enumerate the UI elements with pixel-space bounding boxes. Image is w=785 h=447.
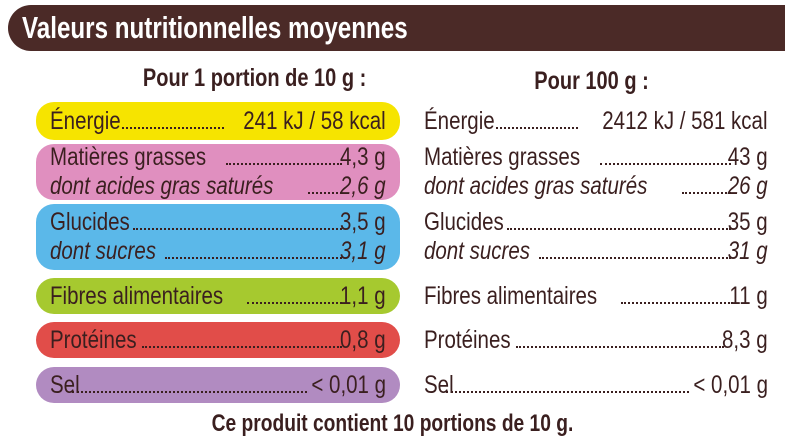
dot-leader [72, 390, 307, 393]
dot-leader [247, 301, 343, 304]
main-line: Fibres alimentaires 11 g [424, 282, 768, 311]
per100-row-energie: Énergie 2412 kJ / 581 kcal [410, 102, 782, 140]
sub-line: dont acides gras saturés 26 g [424, 172, 768, 201]
dot-leader [539, 257, 732, 259]
main-line: Énergie 2412 kJ / 581 kcal [424, 107, 768, 136]
main-line: Matières grasses 4,3 g [50, 143, 386, 172]
nutrient-value: 26 g [728, 172, 768, 200]
main-line: Glucides 3,5 g [50, 208, 386, 237]
nutrient-value: 241 kJ / 58 kcal [243, 106, 386, 135]
nutrient-label: Fibres alimentaires [50, 281, 224, 310]
per100-row-glucides: Glucides 35 g dont sucres 31 g [410, 204, 782, 270]
footer-note: Ce produit contient 10 portions de 10 g. [211, 410, 574, 437]
nutrient-label: Sel [50, 370, 80, 399]
nutrient-label: Glucides [50, 208, 130, 236]
portion-row-graisses: Matières grasses 4,3 g dont acides gras sa… [36, 143, 400, 201]
nutrient-value: 2412 kJ / 581 kcal [602, 106, 768, 135]
portion-row-energie: Énergie 241 kJ / 58 kcal [36, 102, 400, 140]
nutrient-value: < 0,01 g [311, 370, 386, 399]
dot-leader [446, 390, 689, 393]
sub-line: dont acides gras saturés 2,6 g [50, 172, 386, 201]
nutrient-value: 3,5 g [340, 208, 386, 236]
dot-leader [621, 301, 734, 304]
portion-row-sel: Sel < 0,01 g [36, 367, 400, 403]
dot-leader [141, 345, 343, 348]
per100-row-graisses: Matières grasses 43 g dont acides gras sat… [410, 143, 782, 201]
nutrient-value: 3,1 g [340, 237, 386, 265]
main-line: Protéines 8,3 g [424, 326, 768, 355]
nutrient-label: Matières grasses [50, 143, 207, 171]
nutrient-label: dont acides gras saturés [50, 172, 274, 200]
nutrient-label: dont sucres [50, 237, 156, 265]
dot-leader [496, 126, 579, 129]
portion-header: Pour 1 portion de 10 g : [142, 64, 367, 92]
dot-leader [682, 192, 732, 194]
main-line: Énergie 241 kJ / 58 kcal [50, 107, 386, 136]
nutrient-value: 0,8 g [340, 325, 386, 354]
main-line: Protéines 0,8 g [50, 326, 386, 355]
nutrient-value: 4,3 g [340, 143, 386, 171]
dot-leader [515, 345, 725, 348]
dot-leader [122, 126, 225, 129]
dot-leader [600, 163, 732, 165]
nutrient-label: Glucides [424, 208, 504, 236]
main-line: Matières grasses 43 g [424, 143, 768, 172]
portion-row-proteines: Protéines 0,8 g [36, 322, 400, 358]
per100-row-fibres: Fibres alimentaires 11 g [410, 278, 782, 314]
nutrient-label: dont acides gras saturés [424, 172, 648, 200]
per100-header: Pour 100 g : [534, 67, 649, 95]
title: Valeurs nutritionnelles moyennes [22, 10, 408, 45]
main-line: Sel < 0,01 g [50, 371, 386, 400]
title-bar: Valeurs nutritionnelles moyennes [8, 5, 785, 51]
nutrient-value: 8,3 g [722, 325, 768, 354]
per100-row-sel: Sel < 0,01 g [410, 367, 782, 403]
nutrient-value: 1,1 g [340, 281, 386, 310]
dot-leader [507, 228, 732, 230]
nutrient-label: Sel [424, 370, 454, 399]
dot-leader [133, 228, 343, 230]
nutrient-value: 35 g [728, 208, 768, 236]
main-line: Fibres alimentaires 1,1 g [50, 282, 386, 311]
nutrient-value: < 0,01 g [693, 370, 768, 399]
nutrient-label: Protéines [50, 325, 137, 354]
dot-leader [165, 257, 343, 259]
nutrient-label: Matières grasses [424, 143, 581, 171]
nutrient-label: Énergie [424, 106, 495, 135]
nutrient-label: Énergie [50, 106, 121, 135]
main-line: Glucides 35 g [424, 208, 768, 237]
per100-row-proteines: Protéines 8,3 g [410, 322, 782, 358]
sub-line: dont sucres 3,1 g [50, 237, 386, 266]
nutrient-label: Protéines [424, 325, 511, 354]
nutrient-value: 31 g [728, 237, 768, 265]
portion-row-fibres: Fibres alimentaires 1,1 g [36, 278, 400, 314]
nutrient-value: 43 g [728, 143, 768, 171]
portion-row-glucides: Glucides 3,5 g dont sucres 3,1 g [36, 204, 400, 270]
nutrient-value: 11 g [729, 281, 768, 310]
sub-line: dont sucres 31 g [424, 237, 768, 266]
nutrient-label: dont sucres [424, 237, 530, 265]
dot-leader [226, 163, 343, 165]
nutrient-label: Fibres alimentaires [424, 281, 598, 310]
main-line: Sel < 0,01 g [424, 371, 768, 400]
nutrient-value: 2,6 g [340, 172, 386, 200]
dot-leader [308, 192, 343, 194]
